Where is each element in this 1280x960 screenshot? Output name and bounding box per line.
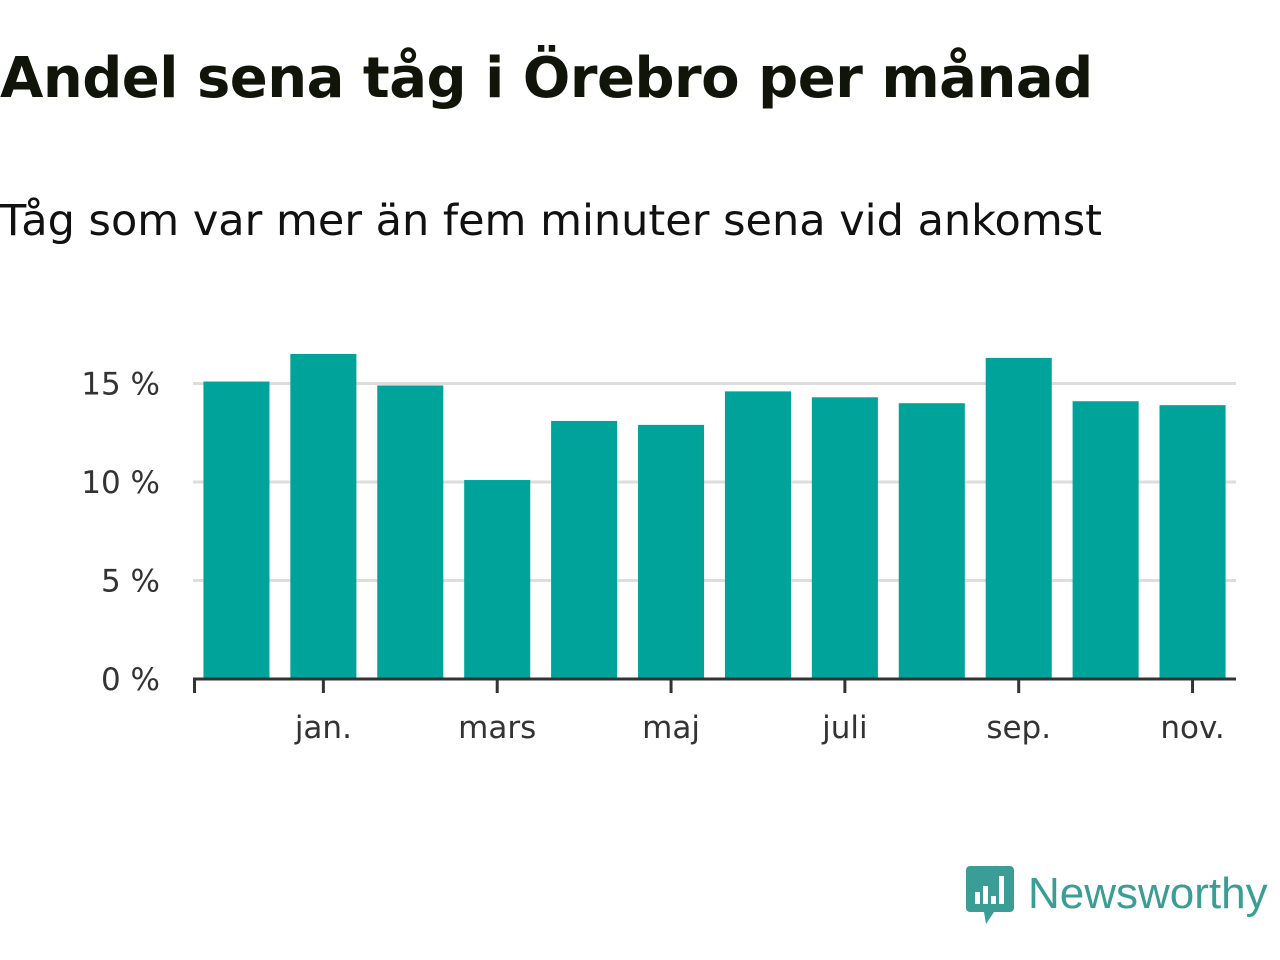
x-tick-label: juli	[821, 710, 868, 746]
bar	[1159, 405, 1226, 679]
brand-name: Newsworthy	[1028, 869, 1268, 918]
y-tick-label: 5 %	[101, 564, 160, 600]
brand-logo: Newsworthy	[964, 862, 1268, 926]
y-tick-label: 10 %	[81, 465, 160, 501]
bar-chart: 0 % 5 % 10 % 15 % jan. mars maj juli sep. nov.	[81, 353, 1236, 746]
y-tick-label: 15 %	[81, 367, 160, 403]
x-tick-label: jan.	[294, 710, 352, 746]
x-tick-label: mars	[458, 710, 536, 746]
bar	[898, 403, 965, 679]
x-axis	[193, 677, 1236, 693]
y-tick-label: 0 %	[101, 662, 160, 698]
bars	[203, 353, 1226, 679]
bar	[290, 353, 357, 679]
bar	[638, 424, 705, 679]
bar	[1072, 401, 1139, 679]
x-axis-ticks: jan. mars maj juli sep. nov.	[294, 679, 1225, 746]
x-tick-label: sep.	[986, 710, 1051, 746]
bar	[811, 397, 878, 679]
bar	[203, 381, 270, 679]
x-tick-label: maj	[642, 710, 700, 746]
bar	[551, 420, 618, 679]
bar	[377, 385, 444, 679]
newsworthy-logo-icon	[966, 866, 1014, 924]
gridlines	[193, 382, 1236, 582]
x-tick-label: nov.	[1160, 710, 1224, 746]
chart-title: Andel sena tåg i Örebro per månad	[0, 46, 1093, 111]
bar	[464, 480, 531, 679]
y-axis-ticks: 0 % 5 % 10 % 15 %	[81, 367, 160, 699]
bar	[985, 357, 1052, 679]
bar	[724, 391, 791, 679]
chart-subtitle: Tåg som var mer än fem minuter sena vid …	[0, 196, 1103, 246]
